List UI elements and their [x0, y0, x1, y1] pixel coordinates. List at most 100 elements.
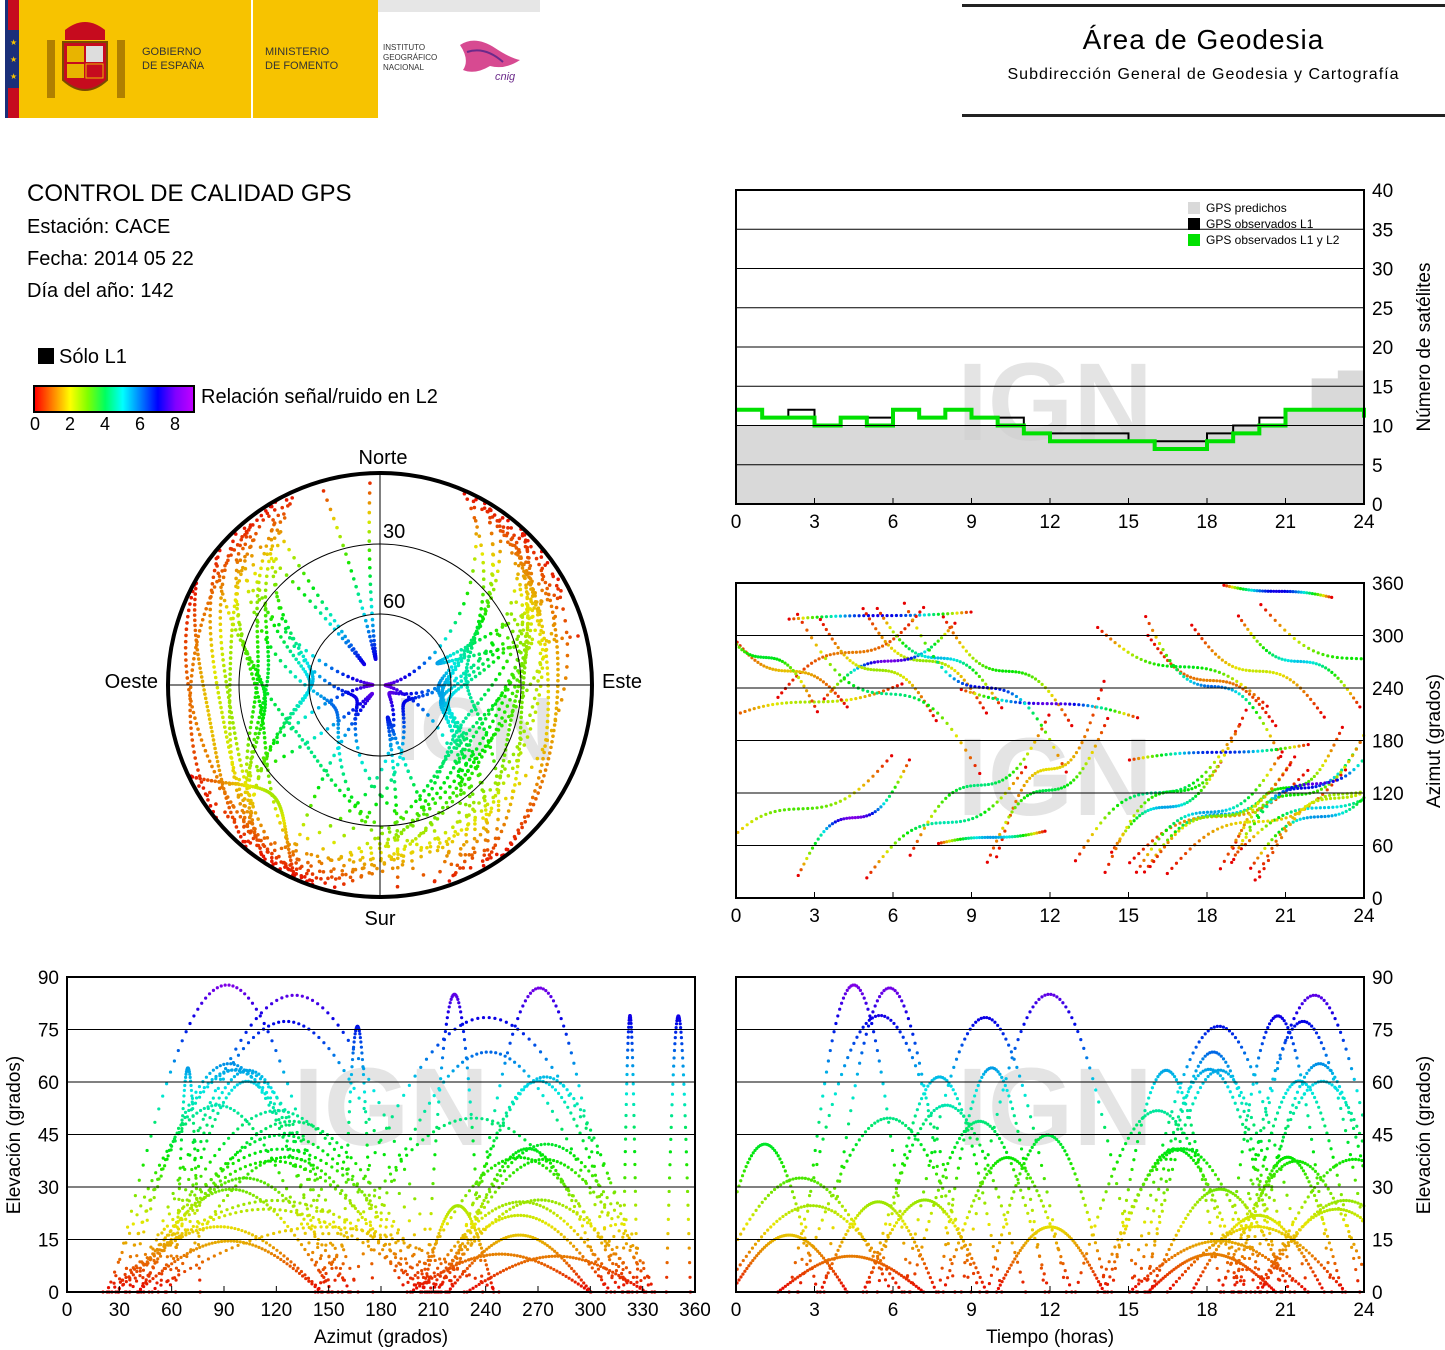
az-point [1327, 780, 1331, 784]
sky-point [217, 574, 222, 579]
sky-point [515, 758, 519, 763]
sky-point [220, 646, 224, 651]
az-point [890, 670, 894, 674]
sky-point [490, 573, 495, 577]
sky-point [385, 841, 390, 846]
sky-point [253, 811, 258, 815]
y-tick-label: 60 [1372, 837, 1393, 858]
az-point [1196, 778, 1200, 782]
az-point [1185, 821, 1189, 825]
sky-point [232, 820, 237, 824]
az-point [1230, 585, 1234, 589]
sky-point [222, 598, 227, 603]
az-point [1258, 783, 1262, 787]
az-point [1276, 787, 1280, 791]
sky-point [328, 507, 333, 512]
sky-point [409, 776, 413, 780]
sky-point [497, 633, 502, 638]
az-point [927, 648, 931, 652]
az-point [1241, 668, 1245, 672]
az-point [1183, 786, 1187, 790]
sky-point [509, 526, 513, 530]
sky-point [241, 817, 246, 822]
az-point [1228, 681, 1232, 685]
az-point [1261, 819, 1265, 824]
elaz-point [163, 1164, 167, 1168]
az-point [1224, 808, 1228, 812]
az-point [1285, 787, 1290, 791]
az-point [1146, 798, 1151, 802]
sky-point [359, 679, 363, 684]
az-point [1285, 589, 1290, 594]
az-point [965, 683, 969, 687]
elaz-point [184, 1217, 188, 1221]
az-point [1196, 665, 1200, 670]
sky-point [508, 645, 512, 650]
az-point [1045, 702, 1049, 706]
sky-point [260, 705, 264, 710]
sky-point [324, 769, 329, 773]
sky-point [546, 689, 551, 694]
sky-point [238, 814, 243, 819]
sky-point [250, 538, 255, 543]
sky-point [238, 802, 243, 806]
elaz-point [360, 1215, 364, 1220]
az-point [1100, 629, 1104, 633]
sky-point [296, 586, 301, 591]
az-point [1283, 628, 1287, 632]
az-point [1237, 724, 1241, 728]
sky-point [221, 658, 225, 662]
elaz-point [493, 1163, 497, 1168]
sky-point [228, 667, 233, 671]
sky-point [506, 687, 510, 692]
sky-point [192, 656, 196, 661]
sky-point [472, 557, 477, 561]
sky-point [410, 818, 415, 823]
az-point [1107, 811, 1111, 815]
sky-point [456, 832, 460, 837]
sky-point [455, 863, 460, 868]
az-point [1243, 799, 1247, 803]
az-point [1312, 800, 1316, 804]
elaz-point [464, 1194, 468, 1198]
elaz-point [215, 1066, 219, 1070]
az-point [1058, 765, 1062, 769]
az-point [1265, 704, 1269, 708]
az-point [1215, 765, 1219, 769]
elaz-point [541, 1163, 545, 1168]
az-point [1194, 794, 1198, 798]
elaz-point [183, 1110, 188, 1114]
sky-point [428, 844, 433, 849]
az-point [927, 613, 931, 617]
sky-point [515, 764, 520, 769]
az-point [1047, 788, 1051, 792]
az-point [908, 613, 912, 617]
sky-point [315, 854, 320, 859]
elaz-point [478, 1176, 483, 1180]
sky-point [193, 633, 198, 638]
sky-point [332, 618, 337, 623]
az-point [884, 669, 888, 673]
sky-point [460, 768, 465, 773]
sky-point [220, 569, 224, 573]
az-point [885, 613, 889, 618]
az-point [936, 660, 940, 664]
elaz-point [180, 1118, 184, 1122]
sky-point [542, 774, 546, 778]
sky-point [273, 806, 278, 811]
sky-point [385, 786, 389, 790]
sky-point [483, 749, 487, 754]
sky-point [517, 831, 521, 835]
sky-point [435, 775, 440, 779]
az-point [988, 835, 993, 839]
sky-point [306, 579, 311, 583]
x-tick-label: 9 [966, 906, 977, 927]
az-point [1315, 771, 1319, 775]
az-point [1146, 755, 1150, 759]
az-point [1205, 750, 1209, 754]
sky-point [486, 708, 491, 713]
az-point [1270, 846, 1274, 850]
sky-point [349, 795, 354, 799]
sky-point [228, 738, 233, 742]
sky-point [331, 722, 336, 727]
